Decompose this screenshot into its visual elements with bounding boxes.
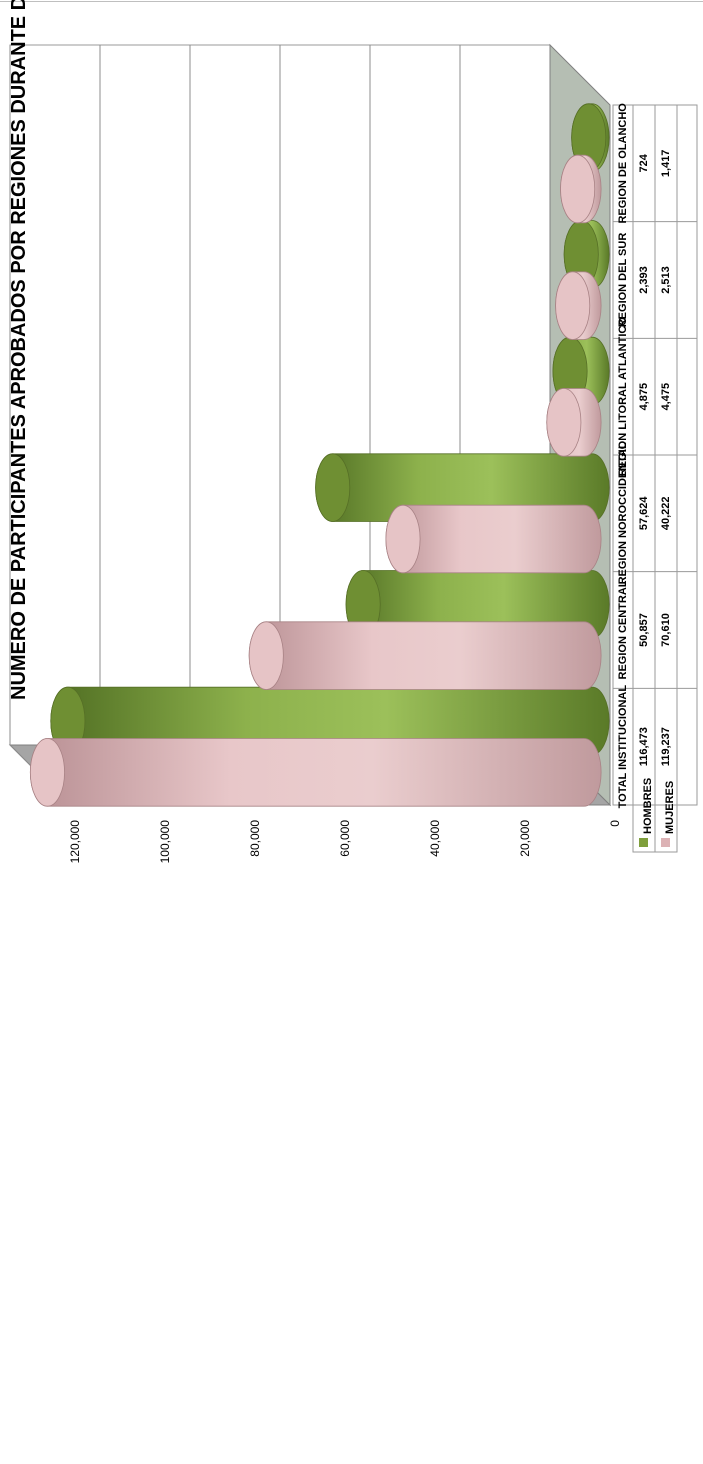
y-tick-label: 120,000 <box>68 820 82 864</box>
bar-cap <box>248 621 284 690</box>
y-tick-label: 20,000 <box>518 820 532 857</box>
y-tick-label: 0 <box>608 820 622 827</box>
bar-mujeres-1 <box>248 621 602 690</box>
bar-hombres-2 <box>315 453 610 522</box>
value-label-mujeres: 70,610 <box>660 613 672 647</box>
y-tick-label: 80,000 <box>248 820 262 857</box>
category-label: REGION LITORAL ATLANTICO <box>617 317 629 477</box>
chart-title: NUMERO DE PARTICIPANTES APROBADOS POR RE… <box>8 0 30 700</box>
value-label-mujeres: 2,513 <box>660 266 672 294</box>
y-tick-label: 60,000 <box>338 820 352 857</box>
bar-mujeres-2 <box>385 504 602 574</box>
value-label-mujeres: 4,475 <box>660 383 672 411</box>
bar-mujeres-0 <box>29 738 602 807</box>
category-label: TOTAL INSTITUCIONAL <box>617 685 629 809</box>
bar-hombres-5 <box>571 103 610 172</box>
value-label-hombres: 116,473 <box>638 727 650 766</box>
category-label: REGION DE OLANCHO <box>617 103 629 224</box>
bar-mujeres-4 <box>555 271 602 340</box>
y-tick-label: 40,000 <box>428 820 442 857</box>
bar-cap <box>546 388 582 457</box>
legend-label-hombres: HOMBRES <box>642 778 654 834</box>
value-label-hombres: 724 <box>638 153 650 172</box>
bar-cap <box>315 453 351 522</box>
value-label-hombres: 2,393 <box>638 266 650 294</box>
category-label: REGION NOROCCIDENTAL <box>617 442 629 584</box>
category-label: REGION DEL SUR <box>617 233 629 328</box>
value-label-mujeres: 40,222 <box>660 497 672 531</box>
bar-cap <box>29 738 65 807</box>
legend: HOMBRES MUJERES <box>632 778 678 853</box>
bar-body <box>248 621 602 690</box>
bar-cap <box>385 504 421 574</box>
value-label-hombres: 4,875 <box>638 383 650 411</box>
value-label-mujeres: 1,417 <box>660 150 672 178</box>
legend-swatch-hombres <box>639 838 648 847</box>
bar-body <box>29 738 602 807</box>
category-label: REGION CENTRAL <box>617 580 629 679</box>
bar-mujeres-5 <box>560 154 602 224</box>
legend-label-mujeres: MUJERES <box>664 781 676 834</box>
y-tick-label: 100,000 <box>158 820 172 864</box>
bar-hombres-4 <box>563 220 610 289</box>
value-label-hombres: 57,624 <box>638 496 650 531</box>
bar-hombres-3 <box>552 336 610 406</box>
bar-mujeres-3 <box>546 388 602 457</box>
bar-hombres-0 <box>50 686 610 756</box>
value-label-mujeres: 119,237 <box>660 727 672 766</box>
value-label-hombres: 50,857 <box>638 613 650 647</box>
legend-swatch-mujeres <box>661 838 670 847</box>
bar-cap <box>555 271 591 340</box>
bar-cap <box>560 154 596 224</box>
